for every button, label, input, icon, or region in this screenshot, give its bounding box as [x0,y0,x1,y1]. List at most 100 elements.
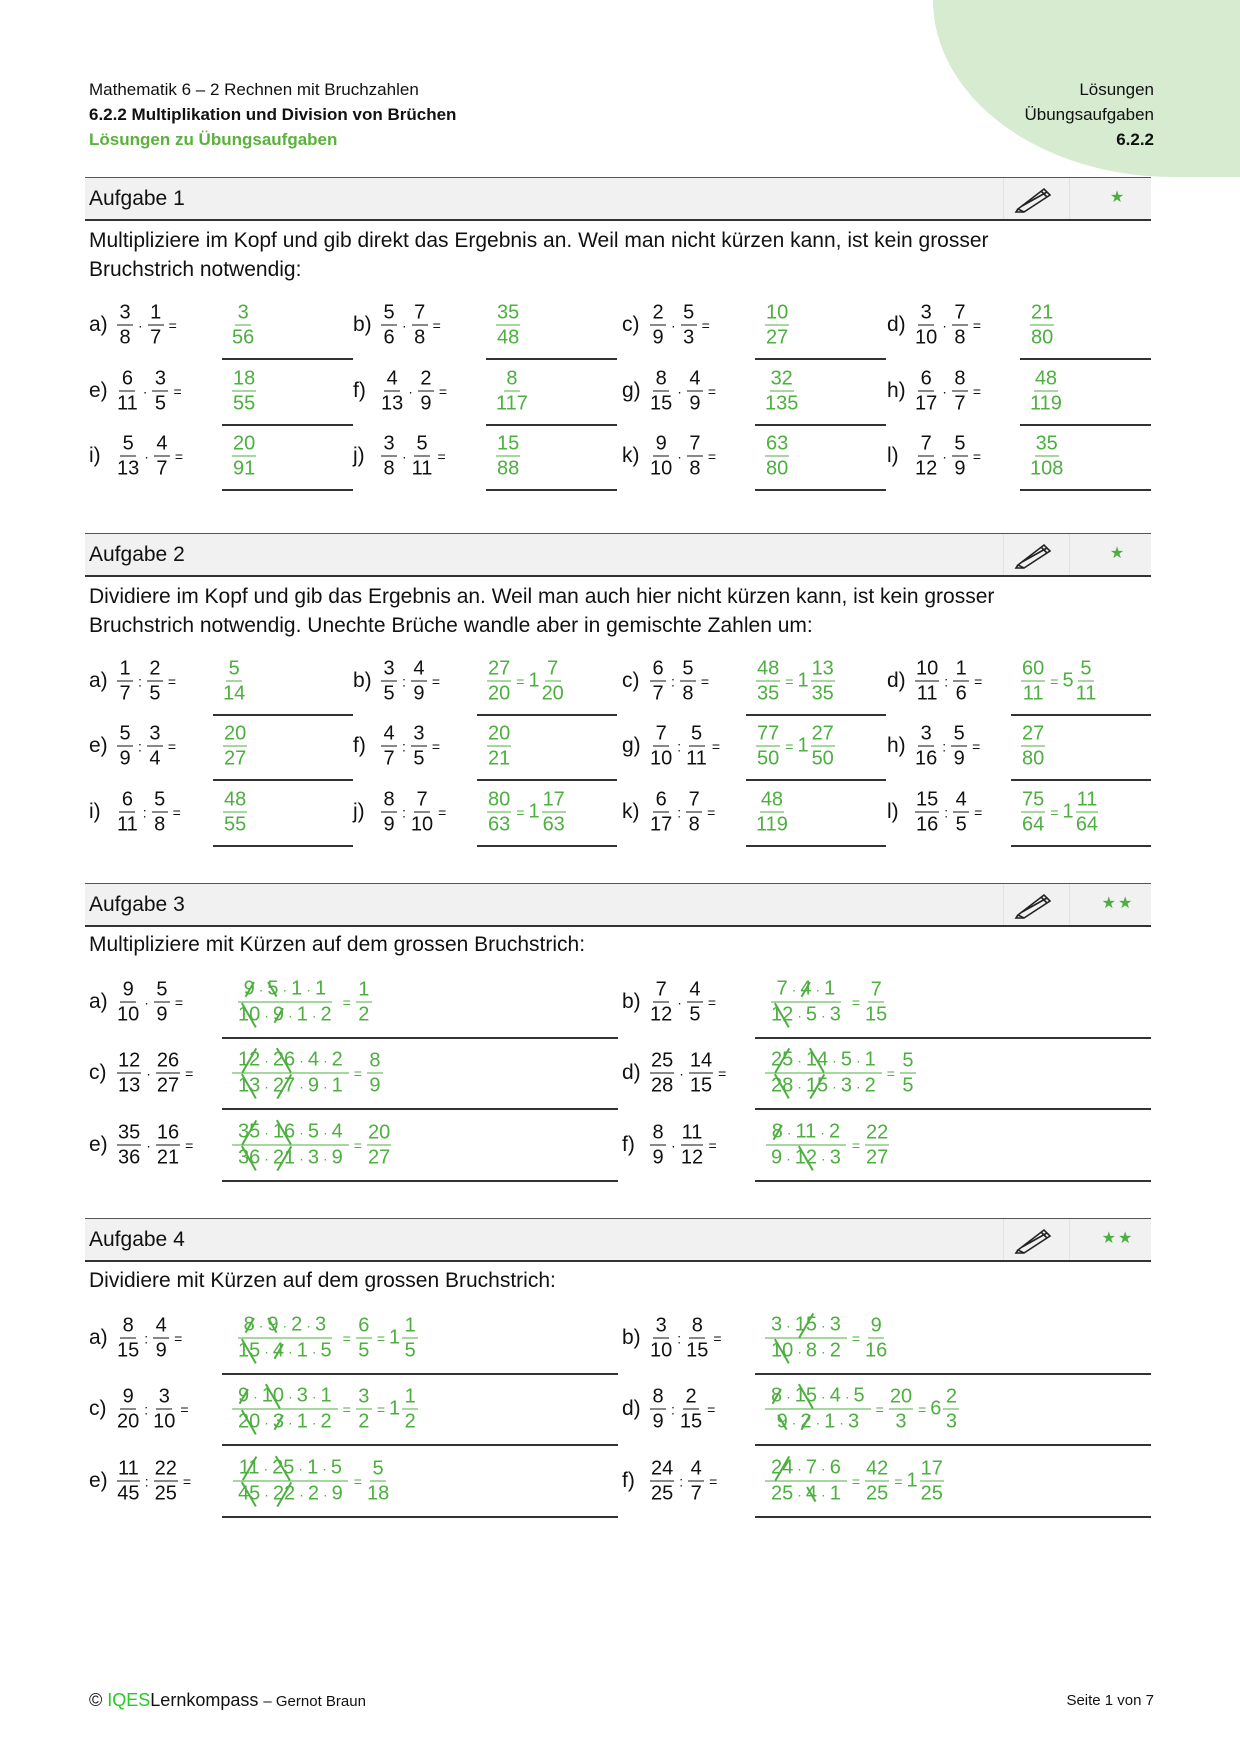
dot-operator: · [299,1150,304,1167]
denominator: 5 [383,682,395,705]
answer-field: 9 · 10 · 3 · 1 20 · 3 · 1 · 2 = 3 2 = 1 1 2 [222,1374,618,1446]
answer: 8 · 11 · 2 9 · 12 · 3 = 22 27 [763,1120,891,1171]
equals-sign: = [174,1330,183,1346]
dot-operator: · [322,1052,328,1069]
exercise-item: a) 8 15:4 9 = 8 · 9 · 2 · 3 15 · 4 · 1 · 5 = 6 5 = 1 1 5 [89,1303,618,1375]
exercise-item: f) 24 25:4 7 = 24 · 7 · 6 25 · 4 · 1 = 42 25 = 1 17 25 [622,1446,1151,1518]
cancellation-fraction: 3 · 15 · 3 10 · 8 · 2 [763,1313,849,1364]
numerator: 5 [117,722,133,747]
numerator: 75 [1021,788,1046,813]
numerator: 12 · 26 · 4 · 2 [232,1048,349,1074]
factor: 6 [829,1456,841,1479]
fraction: 8 15 [648,367,674,416]
answer-field: 75 64 = 1 11 64 [1011,779,1151,847]
mixed-whole: 5 [1062,669,1074,692]
denominator: 3 [683,326,695,349]
cancelled-factor: 5 [267,977,279,1000]
numerator: 3 [152,367,169,392]
numerator: 7 [868,978,885,1003]
exercise-item: e) 6 11 · 3 5 = 18 55 [89,358,353,426]
answer: 9 · 10 · 3 · 1 20 · 3 · 1 · 2 = 3 2 = 1 1 2 [230,1384,420,1435]
numerator: 20 [487,722,512,747]
denominator: 13 [381,392,404,415]
denominator: 20 · 3 · 1 · 2 [232,1410,338,1435]
numerator: 8 [650,1385,666,1410]
numerator: 11 [1075,788,1099,813]
cancellation-fraction: 25 · 14 · 5 · 1 28 · 15 · 3 · 2 [763,1048,884,1099]
numerator: 6 [650,657,666,682]
denominator: 25 · 4 · 1 [765,1482,847,1507]
equals-sign: = [974,804,983,820]
numerator: 8 [689,1314,706,1339]
factor: 11 [795,1120,817,1143]
numerator: 1 [402,1385,419,1410]
denominator: 12 · 5 · 3 [765,1003,847,1028]
exercise-item: f) 4 7:3 5 = 20 21 [353,713,617,781]
exercise-expression: 1 7:2 5 = [115,657,179,706]
denominator: 88 [497,457,520,480]
denominator: 2 [358,1003,370,1026]
fraction: 16 21 [154,1121,182,1170]
dot-operator: · [288,1414,293,1431]
result-fraction: 48 119 [754,788,790,837]
result-fraction: 48 35 [754,657,782,706]
cancelled-factor: 12 [794,1146,818,1169]
operator: · [146,1137,151,1153]
numerator: 27 [810,722,835,747]
exercise-label: k) [622,444,640,467]
pencil-icon [1014,541,1054,569]
exercise-label: k) [622,800,640,823]
dot-operator: · [821,1388,826,1405]
dot-operator: · [322,1078,328,1095]
fraction: 9 10 [115,978,141,1027]
answer-field: 80 63 = 1 17 63 [477,779,617,847]
operator: · [677,994,682,1010]
factor: 1 [307,1456,319,1479]
numerator: 8 [653,367,670,392]
cancelled-factor: 36 [238,1146,261,1169]
dot-operator: · [298,1460,304,1477]
equals-sign: = [718,1065,727,1081]
equals-sign: = [851,1473,861,1489]
answer-field: 3 56 [222,292,353,360]
exercise-item: a) 1 7:2 5 = 5 14 [89,648,353,716]
answer: 3 56 [230,301,256,350]
denominator: 4 [149,747,161,770]
exercise-item: c) 9 20:3 10 = 9 · 10 · 3 · 1 20 · 3 · 1 · 2 = 3 2 = 1 1 2 [89,1374,618,1446]
exercise-label: a) [89,990,108,1013]
course-title: Mathematik 6 – 2 Rechnen mit Bruchzahlen [89,80,419,99]
numerator: 27 [1021,722,1046,747]
denominator: 36 [118,1146,141,1169]
numerator: 5 [381,301,397,326]
cancelled-factor: 35 [238,1120,261,1143]
exercise-item: b) 7 12 · 4 5 = 7 · 4 · 1 12 · 5 · 3 = 7 15 [622,967,1151,1039]
exercise-label: d) [887,313,906,336]
numerator: 20 [232,432,257,457]
answer-field: 32 135 [755,358,886,426]
operator: : [944,804,949,820]
footer-brand: © IQESLernkompass – Gernot Braun [89,1690,366,1711]
cancelled-factor: 13 [238,1074,261,1097]
numerator: 4 [381,722,397,747]
denominator: 8 [688,813,700,836]
cancelled-factor: 12 [238,1048,261,1071]
exercise-item: d) 3 10 · 7 8 = 21 80 [887,292,1151,360]
answer-field: 35 · 16 · 5 · 4 36 · 21 · 3 · 9 = 20 27 [222,1110,618,1182]
answer-field: 8 · 9 · 2 · 3 15 · 4 · 1 · 5 = 6 5 = 1 1 5 [222,1303,618,1375]
equals-sign: = [437,448,446,464]
exercise-label: c) [89,1061,107,1084]
answer: 63 80 [763,432,791,481]
exercise-expression: 5 6 · 7 8 = [379,301,444,350]
fraction: 6 11 [115,367,140,416]
equals-sign: = [701,317,710,333]
exercise-expression: 35 36 · 16 21 = [115,1121,196,1170]
dot-operator: · [264,1414,269,1431]
result-fraction: 20 27 [365,1121,393,1170]
numerator: 4 [953,788,970,813]
denominator: 27 [866,1146,889,1169]
equals-sign: = [974,673,983,689]
